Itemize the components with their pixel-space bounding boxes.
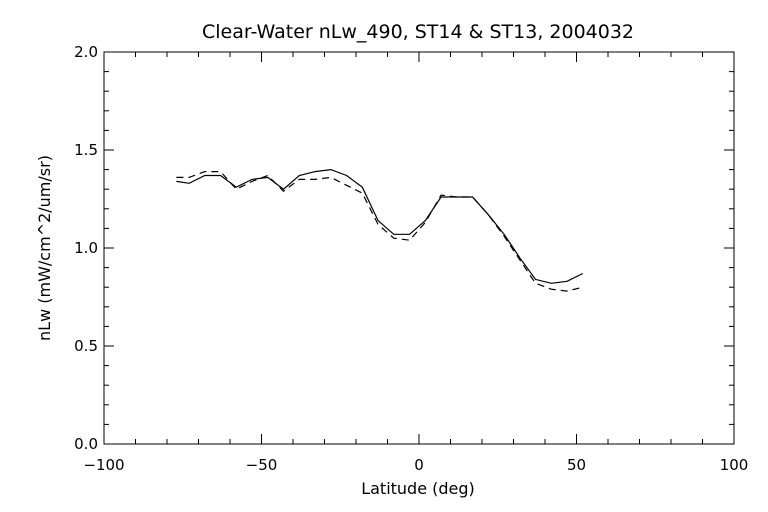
x-tick-label: −50 — [246, 456, 278, 474]
y-tick-label: 0.5 — [74, 337, 98, 355]
x-tick-label: 50 — [567, 456, 586, 474]
x-tick-label: 100 — [720, 456, 749, 474]
y-tick-label: 1.0 — [74, 239, 98, 257]
y-tick-label: 2.0 — [74, 43, 98, 61]
x-tick-label: 0 — [414, 456, 424, 474]
x-axis-label: Latitude (deg) — [361, 479, 475, 498]
y-tick-label: 0.0 — [74, 435, 98, 453]
x-tick-label: −100 — [83, 456, 124, 474]
chart-title: Clear-Water nLw_490, ST14 & ST13, 200403… — [202, 21, 634, 43]
plot-frame — [103, 51, 735, 445]
axis-ticks — [103, 51, 735, 445]
y-tick-label: 1.5 — [74, 141, 98, 159]
y-tick-labels: 0.0 0.5 1.0 1.5 2.0 — [74, 43, 98, 453]
x-tick-labels: −100 −50 0 50 100 — [83, 456, 748, 474]
y-axis-label: nLw (mW/cm^2/um/sr) — [35, 155, 54, 341]
series-line-dashed — [176, 171, 583, 292]
series-line-solid — [176, 168, 584, 284]
series-group — [176, 168, 584, 292]
